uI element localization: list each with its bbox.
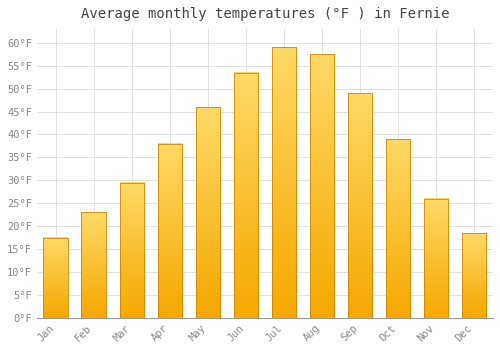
Bar <box>234 72 258 318</box>
Bar <box>272 47 296 318</box>
Bar <box>120 183 144 318</box>
Bar <box>82 212 106 318</box>
Bar <box>386 139 410 318</box>
Bar <box>44 238 68 318</box>
Bar <box>462 233 486 318</box>
Title: Average monthly temperatures (°F ) in Fernie: Average monthly temperatures (°F ) in Fe… <box>80 7 449 21</box>
Bar <box>196 107 220 318</box>
Bar <box>424 199 448 318</box>
Bar <box>348 93 372 318</box>
Bar <box>310 54 334 318</box>
Bar <box>158 144 182 318</box>
